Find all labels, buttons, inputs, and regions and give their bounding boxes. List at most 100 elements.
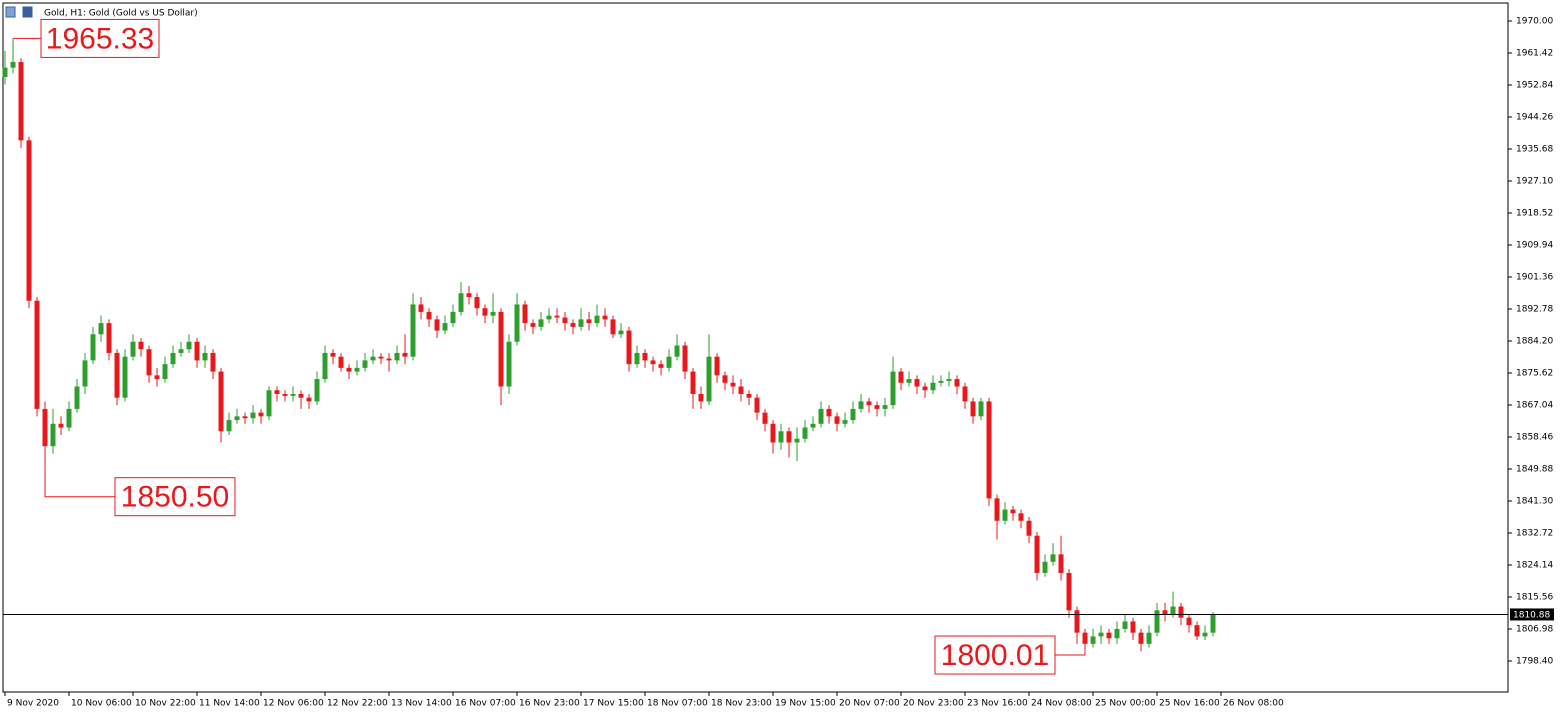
candle-body <box>770 423 776 443</box>
candle-body <box>266 390 272 417</box>
candle-body <box>722 375 728 383</box>
candle-body <box>1186 617 1192 626</box>
candle-body <box>954 379 960 387</box>
candle-body <box>666 356 672 368</box>
candle-body <box>690 371 696 394</box>
candle-body <box>202 352 208 361</box>
candle-body <box>1074 610 1080 633</box>
x-tick-label: 25 Nov 16:00 <box>1159 699 1220 709</box>
candle-body <box>18 62 24 141</box>
candle-body <box>162 364 168 380</box>
last-price-box <box>1510 608 1554 621</box>
candle-body <box>818 408 824 424</box>
candle-body <box>122 356 128 398</box>
candle-body <box>194 341 200 361</box>
candle-body <box>762 412 768 424</box>
candle-body <box>778 431 784 443</box>
candle-body <box>810 423 816 428</box>
candle-body <box>354 367 360 372</box>
candle-body <box>330 352 336 357</box>
y-tick-label: 1918.52 <box>1516 209 1553 219</box>
candle-body <box>50 423 56 447</box>
candle-body <box>106 323 112 353</box>
y-tick-label: 1798.40 <box>1516 657 1553 667</box>
candle-body <box>986 401 992 499</box>
plot-frame <box>2 2 1509 693</box>
annotation-label: 1850.50 <box>121 481 229 514</box>
candle-body <box>170 352 176 365</box>
candle-body <box>914 379 920 387</box>
candle-body <box>586 319 592 324</box>
candle-body <box>1098 632 1104 637</box>
candle-body <box>1018 513 1024 521</box>
candle-body <box>530 323 536 327</box>
candle-body <box>1194 625 1200 637</box>
candle-body <box>890 371 896 406</box>
candle-body <box>378 356 384 359</box>
candle-body <box>466 293 472 298</box>
candle-body <box>1114 628 1120 639</box>
candle-body <box>74 386 80 409</box>
chart-title: Gold, H1: Gold (Gold vs US Dollar) <box>44 9 198 19</box>
candle-body <box>282 393 288 396</box>
candle-body <box>1138 632 1144 644</box>
candle-body <box>1146 632 1152 644</box>
candle-body <box>66 408 72 428</box>
y-tick-label: 1944.26 <box>1516 113 1553 123</box>
candle-body <box>1122 621 1128 629</box>
candle-body <box>546 315 552 320</box>
candle-body <box>146 349 152 376</box>
x-tick-label: 25 Nov 00:00 <box>1095 699 1156 709</box>
candle-body <box>178 349 184 353</box>
candle-body <box>226 420 232 432</box>
x-tick-label: 10 Nov 06:00 <box>71 699 132 709</box>
candle-body <box>842 420 848 424</box>
candle-body <box>578 319 584 327</box>
candle-body <box>1130 621 1136 633</box>
candle-body <box>826 408 832 417</box>
candle-body <box>1034 535 1040 573</box>
candle-body <box>258 412 264 417</box>
candle-body <box>922 386 928 391</box>
candle-body <box>130 341 136 357</box>
x-tick-label: 19 Nov 15:00 <box>775 699 836 709</box>
candle-body <box>514 304 520 342</box>
candle-body <box>474 297 480 309</box>
candle-body <box>898 371 904 383</box>
y-tick-label: 1892.78 <box>1516 305 1553 315</box>
annotation-box <box>40 18 160 58</box>
candle-body <box>594 315 600 324</box>
x-tick-label: 20 Nov 07:00 <box>839 699 900 709</box>
candle-body <box>1042 561 1048 573</box>
candle-body <box>10 62 16 68</box>
candle-body <box>298 393 304 398</box>
x-tick-label: 12 Nov 22:00 <box>327 699 388 709</box>
candle-body <box>730 382 736 387</box>
candle-body <box>626 330 632 365</box>
candle-body <box>274 390 280 394</box>
candle-body <box>1202 632 1208 637</box>
candle-body <box>970 401 976 417</box>
candle-body <box>42 408 48 447</box>
y-tick-label: 1909.94 <box>1516 241 1553 251</box>
candle-body <box>794 438 800 443</box>
candle-body <box>1058 554 1064 573</box>
candle-body <box>714 356 720 376</box>
candle-body <box>458 293 464 312</box>
candle-body <box>754 397 760 413</box>
candle-body <box>834 416 840 424</box>
candle-body <box>450 311 456 324</box>
candle-body <box>610 319 616 335</box>
candle-body <box>802 427 808 439</box>
x-tick-label: 18 Nov 23:00 <box>711 699 772 709</box>
candle-body <box>1050 554 1056 562</box>
candle-body <box>650 360 656 365</box>
candle-body <box>306 397 312 402</box>
x-tick-label: 18 Nov 07:00 <box>647 699 708 709</box>
y-tick-label: 1867.04 <box>1516 401 1553 411</box>
annotation-label: 1800.01 <box>941 639 1049 672</box>
candle-body <box>858 401 864 409</box>
y-tick-label: 1849.88 <box>1516 465 1553 475</box>
chart-icon <box>22 6 33 18</box>
